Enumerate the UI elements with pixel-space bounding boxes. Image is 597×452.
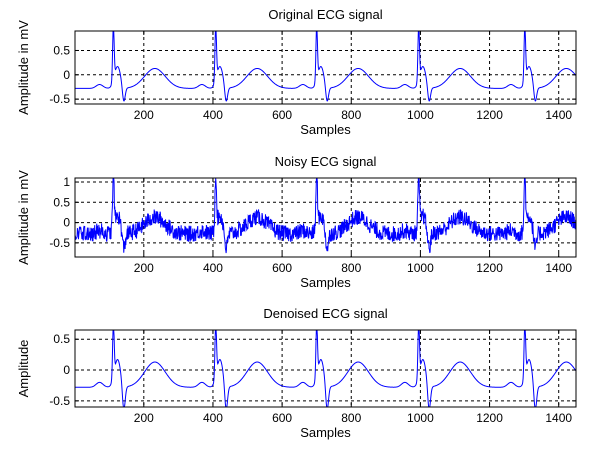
y-axis-label: Amplitude in mV xyxy=(16,20,31,115)
x-tick-label: 400 xyxy=(203,261,223,275)
ecg-series-line xyxy=(75,329,577,408)
y-tick-label: -0.5 xyxy=(49,236,70,250)
y-tick-label: 0 xyxy=(63,216,70,230)
x-tick-label: 1400 xyxy=(545,261,572,275)
x-tick-label: 1400 xyxy=(545,108,572,122)
x-tick-label: 200 xyxy=(134,261,154,275)
x-axis-label: Samples xyxy=(300,425,351,440)
x-axis-label: Samples xyxy=(300,275,351,290)
y-tick-label: -0.5 xyxy=(49,394,70,408)
chart-panel-3: 200 400 600 800 1000 1200 1400 -0.5 0 0.5 Denoised… xyxy=(16,306,577,440)
x-tick-label: 1200 xyxy=(476,261,503,275)
x-tick-label: 400 xyxy=(203,411,223,425)
y-axis-label: Amplitude in mV xyxy=(16,170,31,265)
x-tick-label: 800 xyxy=(341,411,361,425)
chart-panel-2: 200 400 600 800 1000 1200 1400 -0.5 0 0.5 1 Noisy E… xyxy=(16,154,577,290)
y-tick-label: 0 xyxy=(63,68,70,82)
x-tick-label: 400 xyxy=(203,108,223,122)
x-tick-label: 800 xyxy=(341,261,361,275)
x-tick-label: 1200 xyxy=(476,411,503,425)
chart-title: Noisy ECG signal xyxy=(275,154,377,169)
chart-title: Original ECG signal xyxy=(268,7,382,22)
ecg-series-line xyxy=(74,177,577,254)
y-tick-label: 0.5 xyxy=(53,195,70,209)
y-tick-label: 0 xyxy=(63,363,70,377)
y-axis-label: Amplitude xyxy=(16,340,31,398)
plot-frame xyxy=(74,177,577,258)
x-tick-label: 1200 xyxy=(476,108,503,122)
x-tick-label: 200 xyxy=(134,108,154,122)
plot-frame xyxy=(74,329,577,408)
x-tick-label: 200 xyxy=(134,411,154,425)
plot-frame xyxy=(74,30,577,105)
y-tick-label: 0.5 xyxy=(53,332,70,346)
x-axis-label: Samples xyxy=(300,122,351,137)
x-tick-label: 1400 xyxy=(545,411,572,425)
x-tick-label: 600 xyxy=(272,108,292,122)
chart-title: Denoised ECG signal xyxy=(263,306,387,321)
x-tick-label: 1000 xyxy=(407,261,434,275)
y-tick-label: 1 xyxy=(63,175,70,189)
ecg-series-line xyxy=(75,30,577,102)
x-tick-label: 600 xyxy=(272,261,292,275)
chart-panel-1: 200 400 600 800 1000 1200 1400 -0.5 0 0.5 Original… xyxy=(16,7,577,137)
y-tick-label: 0.5 xyxy=(53,43,70,57)
x-tick-label: 1000 xyxy=(407,108,434,122)
x-tick-label: 600 xyxy=(272,411,292,425)
x-tick-label: 800 xyxy=(341,108,361,122)
x-tick-label: 1000 xyxy=(407,411,434,425)
y-tick-label: -0.5 xyxy=(49,92,70,106)
